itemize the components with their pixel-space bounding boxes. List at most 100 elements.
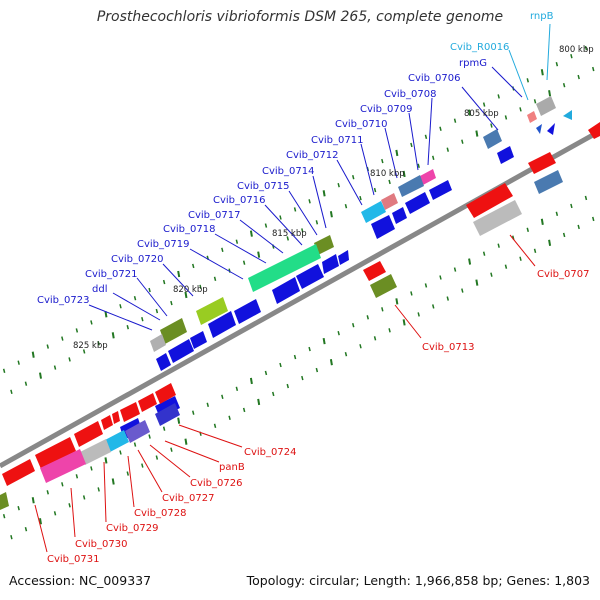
tick-mark	[293, 354, 297, 360]
gene-label: Cvib_0710	[335, 119, 387, 130]
tick-mark	[410, 291, 413, 296]
reverse-gene-arrow	[120, 402, 140, 422]
tick-mark	[417, 163, 420, 169]
gene-label: Cvib_0731	[47, 554, 99, 565]
reverse-gene-arrow	[2, 459, 35, 486]
gene-box	[370, 274, 397, 298]
tick-mark	[235, 239, 239, 244]
tick-mark	[24, 527, 28, 532]
tick-mark	[482, 102, 486, 107]
map-title: Prosthecochloris vibrioformis DSM 265, c…	[96, 9, 504, 25]
gene-label: rpmG	[459, 58, 487, 69]
tick-mark	[221, 247, 224, 252]
forward-gene-arrow	[392, 207, 407, 224]
tick-mark	[2, 513, 6, 519]
tick-mark	[373, 336, 377, 341]
tick-mark	[286, 236, 290, 241]
gene-label: Cvib_0708	[384, 89, 436, 100]
tick-mark	[431, 155, 435, 160]
scale-label: 815 kbp	[272, 229, 307, 239]
gene-box	[155, 403, 180, 426]
tick-mark	[344, 352, 348, 357]
tick-mark	[141, 463, 144, 468]
tick-mark	[17, 505, 20, 511]
scale-label: 820 kbp	[173, 285, 208, 295]
tick-mark	[90, 466, 93, 471]
reverse-gene-arrow	[155, 383, 176, 404]
tick-mark	[97, 341, 100, 346]
forward-gene-arrow	[156, 353, 171, 371]
gene-box	[527, 111, 537, 123]
tick-mark	[31, 497, 35, 504]
tick-mark	[410, 142, 413, 148]
tick-mark	[46, 344, 50, 349]
tick-mark	[439, 275, 442, 280]
tick-mark	[475, 130, 479, 137]
tick-mark	[359, 195, 362, 201]
tick-mark	[221, 394, 224, 400]
gene-label: Cvib_0716	[213, 195, 265, 206]
scale-label: 800 kbp	[559, 45, 594, 55]
gene-box	[0, 492, 9, 510]
reverse-gene-arrow	[112, 411, 120, 424]
tick-mark	[148, 434, 151, 439]
reverse-gene-arrow	[588, 122, 600, 139]
gene-label: Cvib_0723	[37, 295, 89, 306]
scale-label: 825 kbp	[73, 341, 108, 351]
forward-feature-track	[150, 96, 572, 352]
tick-mark	[540, 218, 544, 225]
gene-box	[534, 170, 563, 194]
forward-gene-arrow	[405, 192, 430, 214]
tick-mark	[402, 319, 406, 326]
tick-mark	[424, 283, 428, 288]
tick-mark	[2, 368, 6, 373]
reverse-gene-arrow	[74, 421, 103, 447]
reverse-gene-arrow	[363, 261, 386, 281]
tick-mark	[249, 377, 253, 385]
gene-label: rnpB	[530, 11, 554, 22]
tick-mark	[249, 230, 253, 237]
tick-mark	[184, 438, 188, 445]
accession-text: Accession: NC_009337	[9, 573, 152, 588]
tick-mark	[53, 511, 57, 516]
tick-mark	[308, 199, 311, 204]
tick-mark	[141, 316, 144, 322]
tick-mark	[329, 358, 333, 366]
tick-mark	[388, 179, 391, 185]
tick-mark	[446, 147, 450, 152]
tick-mark	[570, 53, 573, 59]
tick-mark	[170, 447, 173, 452]
tick-mark	[126, 471, 130, 476]
gene-label: Cvib_0726	[190, 478, 242, 489]
gene-label: Cvib_R0016	[450, 42, 509, 53]
tick-mark	[533, 248, 537, 253]
tick-mark	[155, 308, 159, 314]
reverse-gene-arrow	[528, 152, 556, 174]
gene-box	[563, 110, 572, 120]
tick-mark	[31, 351, 35, 358]
tick-mark	[519, 256, 522, 261]
gene-label: Cvib_0719	[137, 239, 189, 250]
tick-mark	[213, 423, 217, 428]
forward-gene-arrow	[272, 277, 300, 304]
tick-mark	[351, 323, 355, 328]
lower-gene-cluster	[0, 383, 180, 510]
tick-mark	[453, 118, 457, 123]
tick-mark	[577, 74, 580, 80]
gene-label: panB	[219, 462, 245, 473]
genome-stats-text: Topology: circular; Length: 1,966,858 bp…	[246, 573, 590, 588]
gene-label: Cvib_0728	[134, 508, 186, 519]
gene-box	[105, 430, 129, 452]
tick-mark	[562, 82, 566, 88]
tick-mark	[177, 270, 181, 278]
tick-mark	[257, 398, 261, 406]
tick-mark	[133, 295, 137, 301]
gene-label: Cvib_0718	[163, 224, 215, 235]
tick-mark	[482, 251, 486, 256]
tick-mark	[39, 518, 42, 525]
tick-mark	[381, 307, 384, 312]
tick-mark	[119, 304, 122, 309]
tick-mark	[68, 503, 71, 508]
tick-mark	[308, 346, 311, 352]
